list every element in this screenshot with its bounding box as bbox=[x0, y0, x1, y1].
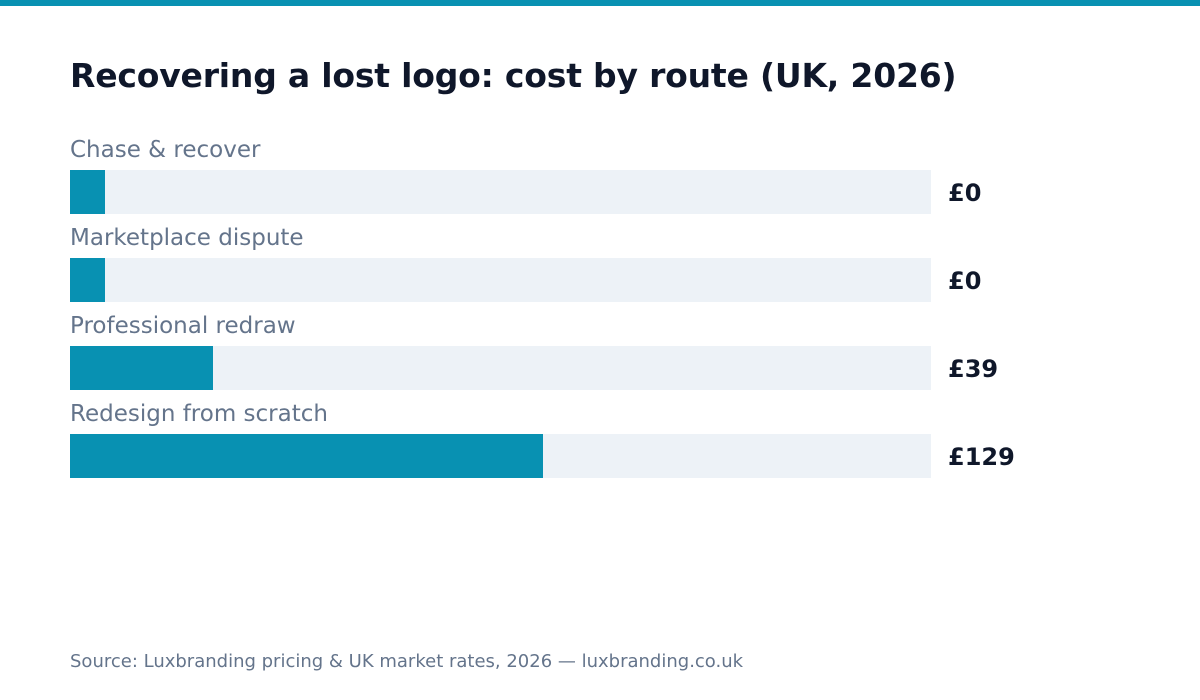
bar-label: Marketplace dispute bbox=[70, 225, 304, 251]
bar bbox=[70, 170, 105, 214]
bar-label: Redesign from scratch bbox=[70, 401, 328, 427]
bar bbox=[70, 258, 105, 302]
bar-track bbox=[70, 258, 931, 302]
bar-label: Professional redraw bbox=[70, 313, 296, 339]
chart-title: Recovering a lost logo: cost by route (U… bbox=[70, 56, 957, 95]
bar-track bbox=[70, 170, 931, 214]
source-note: Source: Luxbranding pricing & UK market … bbox=[70, 651, 744, 672]
bar-label: Chase & recover bbox=[70, 137, 261, 163]
bar bbox=[70, 434, 543, 478]
bar bbox=[70, 346, 213, 390]
bar-track bbox=[70, 434, 931, 478]
bar-value-label: £39 bbox=[948, 355, 999, 383]
bar-value-label: £0 bbox=[948, 267, 982, 295]
top-accent-rule bbox=[0, 0, 1200, 6]
bar-value-label: £0 bbox=[948, 179, 982, 207]
bar-value-label: £129 bbox=[948, 443, 1015, 471]
bar-track bbox=[70, 346, 931, 390]
